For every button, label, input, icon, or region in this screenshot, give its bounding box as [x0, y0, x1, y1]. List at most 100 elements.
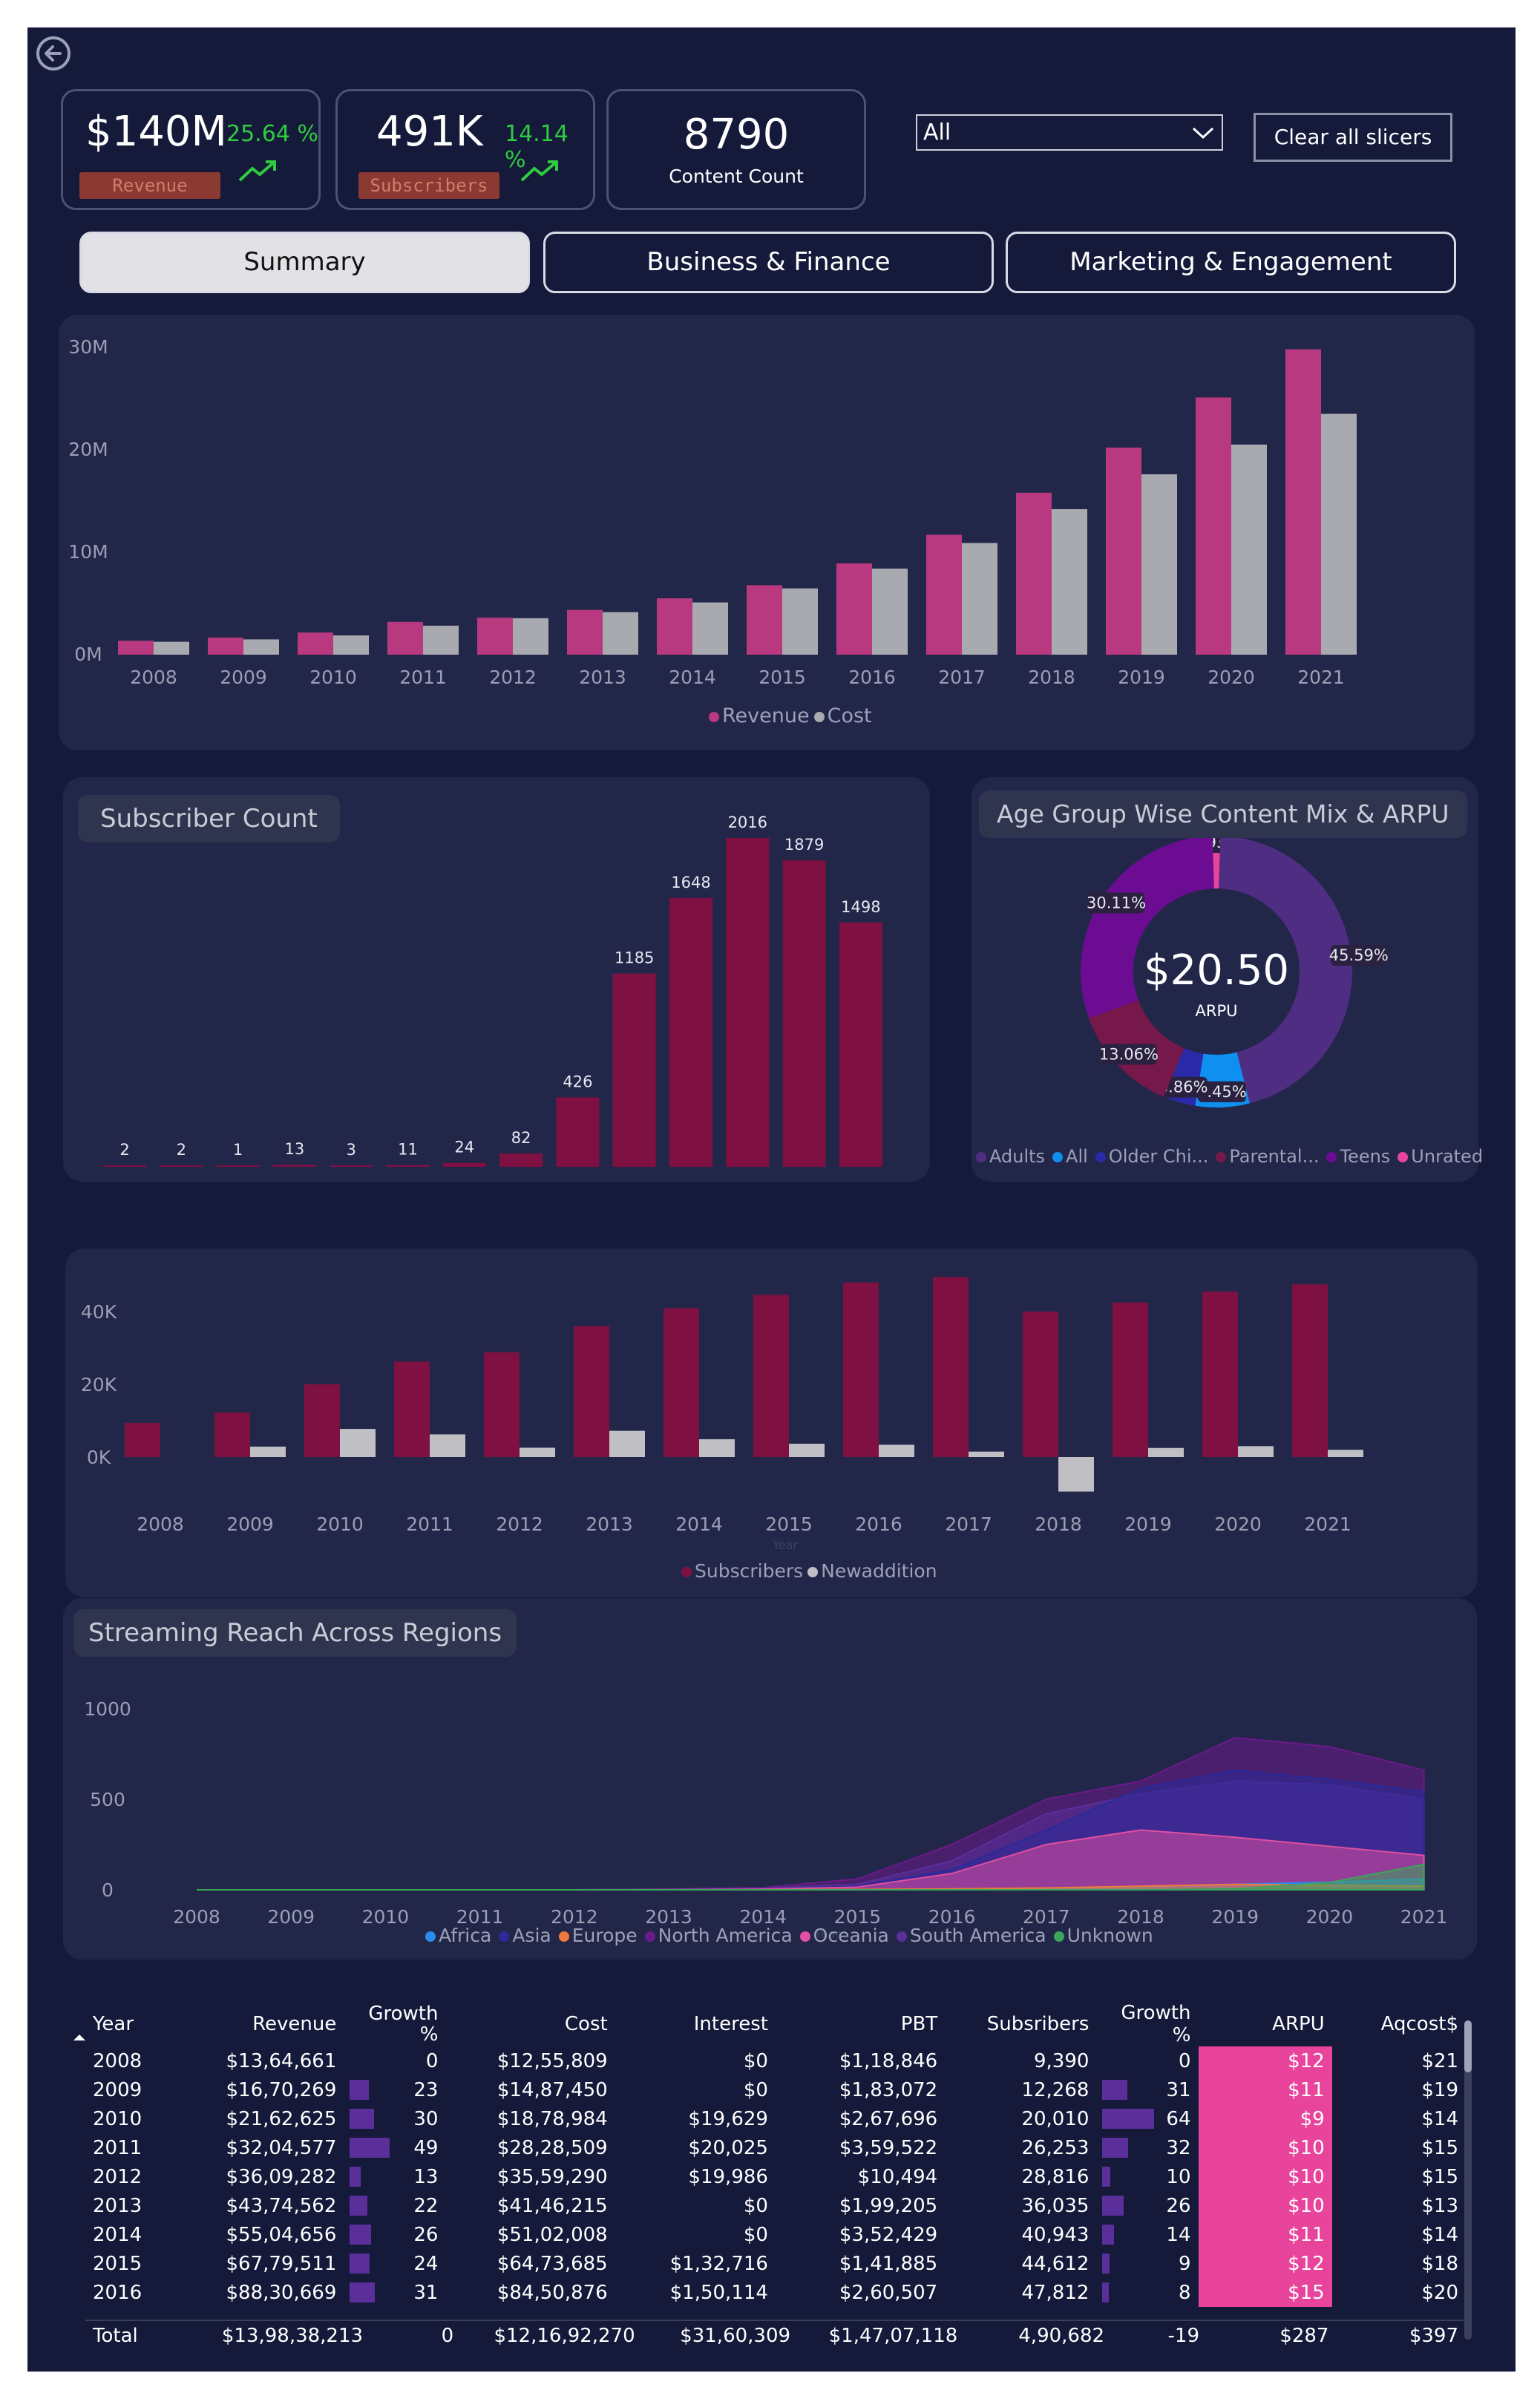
- table-row[interactable]: 2009 $16,70,269 23 $14,87,450 $0 $1,83,072 12,…: [85, 2075, 1466, 2104]
- table-row[interactable]: 2015 $67,79,511 24 $64,73,685 $1,32,716 $1,41…: [85, 2249, 1466, 2278]
- sort-ascending-icon[interactable]: [73, 2033, 85, 2042]
- cost-bar: [333, 635, 369, 655]
- filter-dropdown[interactable]: All: [916, 114, 1223, 151]
- kpi-revenue-value: $140M: [85, 108, 227, 156]
- row-pbt: $1,41,885: [776, 2249, 945, 2278]
- revenue-bar: [657, 598, 692, 655]
- table-scrollbar-thumb[interactable]: [1464, 2020, 1472, 2072]
- revenue-bar: [836, 563, 872, 655]
- column-header-arpu[interactable]: ARPU: [1272, 2013, 1325, 2035]
- total-pbt: $1,47,07,118: [828, 2324, 958, 2347]
- table-row[interactable]: 2012 $36,09,282 13 $35,59,290 $19,986 $10,494…: [85, 2162, 1466, 2191]
- newaddition-bar: [340, 1429, 376, 1457]
- x-tick-label: 2019: [1118, 667, 1165, 688]
- age-group-card: 0.93% 45.59% 6.45% 3.86% 13.06% 30.11% $20.50 A…: [971, 777, 1483, 1182]
- growth-bar: [1102, 2196, 1124, 2216]
- row-pbt: $3,52,429: [776, 2220, 945, 2249]
- row-interest: $1,50,114: [615, 2278, 776, 2307]
- data-label-bg: [1330, 944, 1387, 966]
- row-acqcost: $21: [1332, 2046, 1466, 2075]
- column-header-acqcost[interactable]: Aqcost$: [1380, 2013, 1458, 2035]
- clear-slicers-button[interactable]: Clear all slicers: [1254, 113, 1452, 162]
- total-subscriber-growth: -19: [1167, 2324, 1199, 2347]
- row-arpu-value: $10: [1288, 2194, 1325, 2217]
- row-cost: $14,87,450: [445, 2075, 615, 2104]
- data-label: 82: [511, 1129, 531, 1147]
- subscribers-bar: [125, 1422, 160, 1457]
- row-subscriber-growth: 31: [1096, 2075, 1198, 2104]
- row-cost: $41,46,215: [445, 2191, 615, 2220]
- row-revenue: $13,64,661: [192, 2046, 344, 2075]
- trend-up-icon: [238, 160, 276, 182]
- row-arpu-value: $12: [1288, 2252, 1325, 2275]
- row-cost: $12,55,809: [445, 2046, 615, 2075]
- column-header-interest[interactable]: Interest: [693, 2013, 768, 2035]
- row-arpu: $9: [1198, 2104, 1332, 2133]
- column-header-growth[interactable]: Growth %: [368, 2003, 439, 2046]
- row-revenue: $55,04,656: [192, 2220, 344, 2249]
- row-revenue: $43,74,562: [192, 2191, 344, 2220]
- newaddition-bar: [1148, 1447, 1184, 1457]
- x-tick-label: 2013: [645, 1906, 692, 1928]
- revenue-bar: [118, 641, 154, 655]
- subscriber-count-chart: 2 2008 2 2009 1 2010 13 2011 3 2012 11 2013 24 2014 82…: [101, 814, 885, 1182]
- row-revenue-value: $13,64,661: [226, 2049, 337, 2072]
- row-pbt: $1,18,846: [776, 2046, 945, 2075]
- row-interest-value: $0: [743, 2049, 768, 2072]
- data-label: 2016: [728, 814, 767, 831]
- donut-slice: [1219, 836, 1352, 1104]
- revenue-bar: [1016, 492, 1052, 655]
- tab-summary[interactable]: Summary: [79, 232, 530, 293]
- row-subscribers: 36,035: [945, 2191, 1096, 2220]
- table-row[interactable]: 2016 $88,30,669 31 $84,50,876 $1,50,114 $2,60…: [85, 2278, 1466, 2307]
- x-tick-label: 2010: [316, 1513, 364, 1535]
- legend-all-dot: [1052, 1152, 1064, 1162]
- table-scrollbar[interactable]: [1464, 2020, 1472, 2340]
- age-group-legend: Adults All Older Chi... Parental... Teens Unr…: [973, 1146, 1483, 1167]
- subscribers-bar: [753, 1295, 789, 1457]
- row-growth-value: 22: [413, 2194, 439, 2217]
- table-row[interactable]: 2008 $13,64,661 0 $12,55,809 $0 $1,18,846 9,39…: [85, 2046, 1466, 2075]
- column-header-year[interactable]: Year: [93, 2013, 134, 2035]
- row-revenue-value: $67,79,511: [226, 2252, 337, 2275]
- column-header-subscribers[interactable]: Subsribers: [986, 2013, 1090, 2035]
- column-header-pbt[interactable]: PBT: [900, 2013, 938, 2035]
- table-row[interactable]: 2010 $21,62,625 30 $18,78,984 $19,629 $2,67,6…: [85, 2104, 1466, 2133]
- table-header-row: Year Revenue Growth % Cost Interest PBT …: [85, 2002, 1466, 2046]
- x-tick-label: 2015: [765, 1513, 813, 1535]
- data-label: 1879: [784, 836, 824, 854]
- x-tick-label: 2014: [669, 667, 716, 688]
- column-header-revenue[interactable]: Revenue: [252, 2013, 337, 2035]
- legend-revenue: Revenue: [722, 704, 810, 727]
- row-subscriber-growth: 9: [1096, 2249, 1198, 2278]
- column-header-cost[interactable]: Cost: [564, 2013, 608, 2035]
- tab-marketing-engagement[interactable]: Marketing & Engagement: [1006, 232, 1456, 293]
- y-tick-label: 1000: [84, 1698, 131, 1720]
- row-cost: $51,02,008: [445, 2220, 615, 2249]
- row-subscribers: 44,612: [945, 2249, 1096, 2278]
- row-subscribers-value: 44,612: [1021, 2252, 1090, 2275]
- row-acqcost-value: $20: [1421, 2281, 1458, 2304]
- x-tick-label: 2011: [406, 1513, 453, 1535]
- table-row[interactable]: 2011 $32,04,577 49 $28,28,509 $20,025 $3,59,5…: [85, 2133, 1466, 2162]
- x-axis-title: Year: [772, 1538, 798, 1552]
- dashboard: $140M 25.64 % Revenue 491K 14.14 % Subsc…: [27, 27, 1516, 2372]
- x-tick-label: 2013: [586, 1513, 633, 1535]
- back-arrow-icon[interactable]: [33, 33, 73, 73]
- subscribers-bar: [1202, 1292, 1238, 1457]
- table-row[interactable]: 2014 $55,04,656 26 $51,02,008 $0 $3,52,429 40,…: [85, 2220, 1466, 2249]
- row-subscribers-value: 20,010: [1021, 2107, 1090, 2130]
- newaddition-bar: [879, 1444, 914, 1457]
- x-tick-label: 2012: [551, 1906, 598, 1928]
- row-arpu: $10: [1198, 2162, 1332, 2191]
- row-arpu: $10: [1198, 2133, 1332, 2162]
- subscribers-bar: [394, 1361, 430, 1457]
- table-row[interactable]: 2013 $43,74,562 22 $41,46,215 $0 $1,99,205 36,…: [85, 2191, 1466, 2220]
- tab-business-finance[interactable]: Business & Finance: [543, 232, 994, 293]
- row-acqcost: $13: [1332, 2191, 1466, 2220]
- column-header-subscriber-growth[interactable]: Growth %: [1121, 2002, 1191, 2046]
- row-subscribers-value: 26,253: [1021, 2136, 1090, 2159]
- row-subscriber-growth-value: 32: [1166, 2136, 1191, 2159]
- growth-bar: [350, 2225, 371, 2245]
- newaddition-bar: [699, 1439, 735, 1457]
